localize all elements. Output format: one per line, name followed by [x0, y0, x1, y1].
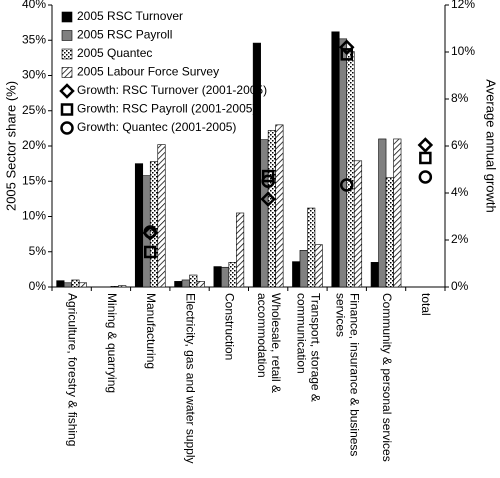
y2-tick-label: 2%: [451, 232, 469, 246]
y-tick-label: 30%: [22, 68, 46, 82]
bar: [385, 177, 394, 288]
bar: [71, 279, 80, 288]
x-tick-label: Mining & quarrying: [105, 293, 119, 393]
bar: [196, 281, 205, 288]
legend-symbol: [60, 121, 74, 135]
bar: [299, 250, 308, 288]
marker: [340, 178, 354, 192]
x-tick-label: services: [334, 293, 348, 337]
legend-label: 2005 RSC Payroll: [77, 28, 172, 42]
bar: [267, 130, 276, 288]
y-tick-label: 15%: [22, 173, 46, 187]
bar: [118, 285, 127, 288]
y-tick-label: 35%: [22, 32, 46, 46]
bar: [370, 262, 379, 288]
y2-tick-label: 0%: [451, 279, 469, 293]
legend-symbol: [60, 103, 74, 116]
x-tick-label: Transport, storage &: [308, 293, 322, 402]
legend-label: Growth: RSC Turnover (2001-2005): [77, 83, 267, 97]
bar: [338, 38, 348, 288]
marker: [143, 225, 157, 239]
marker: [419, 151, 432, 165]
x-tick-label: communication: [294, 293, 308, 374]
y2-tick-label: 4%: [451, 185, 469, 199]
bar: [181, 279, 190, 288]
bar: [221, 266, 230, 288]
bar: [260, 139, 269, 288]
bar: [63, 282, 72, 288]
y-tick-label: 0%: [29, 279, 47, 293]
bar: [236, 212, 245, 288]
legend: 2005 RSC Turnover 2005 RSC Payroll 2005 Qu…: [56, 7, 267, 135]
y-tick-label: 10%: [22, 209, 46, 223]
marker: [144, 245, 157, 259]
y-tick-label: 5%: [29, 244, 47, 258]
x-tick-label: Community & personal services: [380, 293, 394, 462]
marker: [260, 191, 276, 207]
marker: [340, 48, 353, 61]
x-tick-label: Construction: [223, 293, 237, 360]
bar: [314, 244, 323, 288]
marker: [418, 170, 433, 184]
marker: [261, 169, 275, 183]
bar: [157, 144, 166, 288]
y2-tick-label: 10%: [451, 44, 475, 58]
bar: [149, 161, 159, 288]
bar: [56, 280, 65, 288]
legend-symbol: [61, 48, 73, 60]
y-tick-label: 40%: [22, 0, 46, 11]
bar: [189, 274, 198, 288]
bar: [346, 51, 355, 288]
legend-symbol: [61, 30, 73, 41]
bar: [252, 42, 261, 288]
bar: [228, 262, 237, 288]
bar: [213, 266, 222, 288]
x-tick-label: Electricity, gas and water supply: [183, 293, 197, 464]
bar: [353, 160, 363, 288]
x-tick-label: Finance, insurance & business: [348, 293, 362, 456]
bar: [393, 138, 402, 288]
legend-symbol: [61, 67, 73, 78]
y-tick-label: 20%: [22, 138, 46, 152]
y2-axis-title: Average annual growth: [484, 79, 499, 212]
y-axis-title: 2005 Sector share (%): [3, 81, 18, 211]
x-tick-label: Wholesale, retail &: [269, 293, 283, 393]
bar: [292, 261, 301, 288]
bar: [134, 163, 144, 288]
y2-tick-label: 12%: [451, 0, 475, 11]
y2-tick-label: 6%: [451, 138, 469, 152]
legend-symbol: [59, 83, 75, 99]
bar: [174, 281, 183, 288]
bar: [78, 282, 87, 288]
marker: [338, 39, 355, 56]
legend-label: 2005 RSC Turnover: [77, 9, 183, 23]
bar: [275, 124, 284, 288]
y2-tick-label: 8%: [451, 91, 469, 105]
legend-label: 2005 Labour Force Survey: [77, 65, 219, 79]
bar: [331, 31, 340, 288]
bar: [307, 207, 316, 288]
marker: [142, 225, 159, 241]
x-tick-label: accommodation: [255, 293, 269, 378]
legend-label: Growth: RSC Payroll (2001-2005): [77, 102, 256, 116]
marker: [417, 137, 434, 153]
legend-label: 2005 Quantec: [77, 46, 152, 60]
legend-box: [56, 7, 244, 135]
bar: [110, 285, 119, 288]
x-tick-label: total: [419, 293, 433, 316]
x-tick-label: Agriculture, forestry & fishing: [65, 293, 79, 446]
legend-label: Growth: Quantec (2001-2005): [77, 120, 236, 134]
y-tick-label: 25%: [22, 103, 46, 117]
bar: [378, 138, 387, 288]
legend-symbol: [61, 11, 73, 23]
x-tick-label: Manufacturing: [144, 293, 158, 369]
marker: [261, 174, 275, 188]
